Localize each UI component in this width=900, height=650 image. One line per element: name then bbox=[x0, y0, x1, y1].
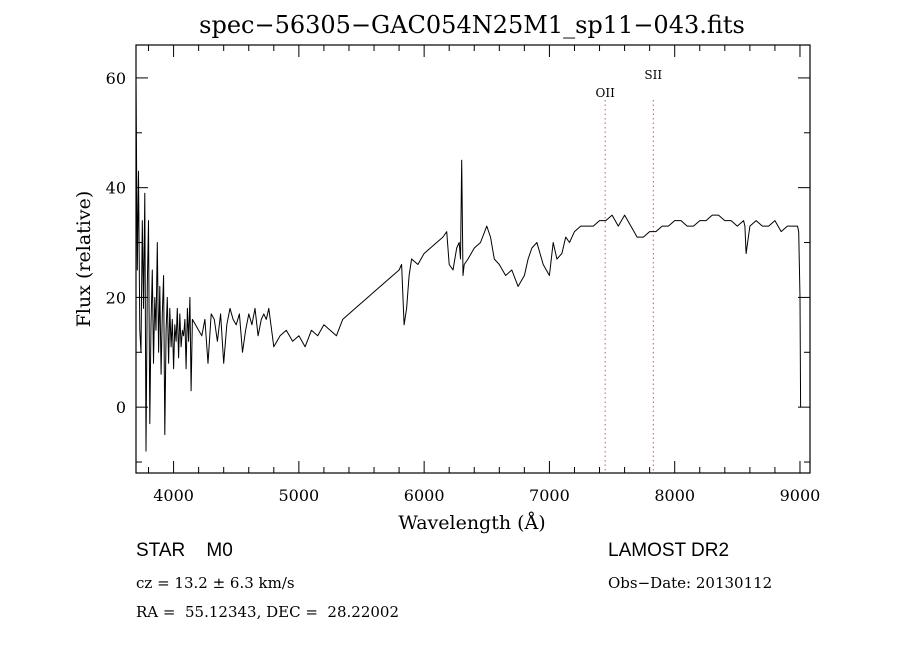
spectrum-series bbox=[135, 77, 802, 452]
survey-label: LAMOST DR2 bbox=[608, 540, 730, 561]
redshift-label: cz = 13.2 ± 6.3 km/s bbox=[136, 574, 295, 592]
y-tick-label: 60 bbox=[106, 69, 126, 88]
obs-date-label: Obs−Date: 20130112 bbox=[608, 574, 773, 592]
x-tick-label: 9000 bbox=[780, 486, 821, 505]
coords-label: RA = 55.12343, DEC = 28.22002 bbox=[136, 603, 400, 621]
x-tick-label: 5000 bbox=[279, 486, 320, 505]
x-tick-label: 4000 bbox=[153, 486, 194, 505]
x-tick-label: 8000 bbox=[654, 486, 695, 505]
y-tick-label: 0 bbox=[116, 398, 126, 417]
axis-ticks: 4000 5000 6000 7000 8000 9000 0 20 40 60 bbox=[106, 45, 821, 505]
emission-line-label: OII bbox=[596, 86, 616, 100]
y-axis-label: Flux (relative) bbox=[73, 191, 95, 328]
x-tick-label: 7000 bbox=[529, 486, 570, 505]
x-tick-label: 6000 bbox=[404, 486, 445, 505]
y-tick-label: 40 bbox=[106, 179, 126, 198]
spectrum-line bbox=[135, 77, 802, 452]
y-tick-label: 20 bbox=[106, 288, 126, 307]
x-axis-label: Wavelength (Å) bbox=[398, 512, 545, 534]
chart-title: spec−56305−GAC054N25M1_sp11−043.fits bbox=[199, 11, 745, 39]
emission-line-label: SII bbox=[644, 68, 662, 82]
class-label: STAR M0 bbox=[136, 540, 233, 561]
plot-frame bbox=[135, 44, 811, 474]
emission-lines: OII SII bbox=[596, 68, 662, 473]
